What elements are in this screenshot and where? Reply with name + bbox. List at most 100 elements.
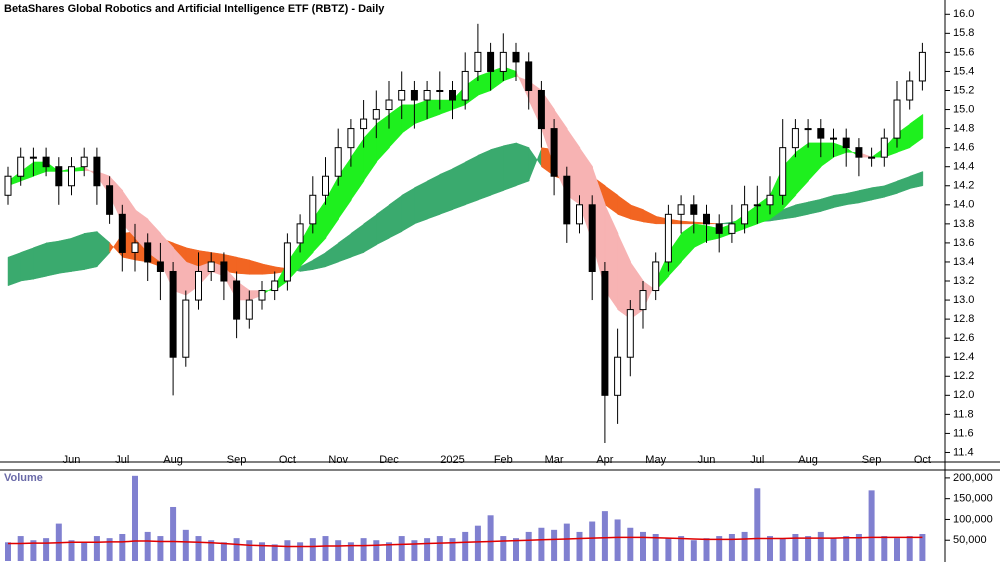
- y-tick-label: 200,000: [953, 472, 993, 484]
- candle-body: [766, 194, 774, 206]
- x-tick-label: Feb: [494, 454, 513, 466]
- candle-body: [436, 89, 444, 92]
- ribbon-segment: [376, 113, 390, 163]
- candle-body: [880, 137, 888, 158]
- ribbon-segment: [312, 199, 327, 254]
- volume-bar: [424, 538, 431, 561]
- candle-body: [271, 280, 279, 292]
- x-tick-label: Oct: [279, 454, 296, 466]
- volume-bar: [589, 521, 596, 561]
- candle-body: [144, 242, 152, 263]
- y-tick-label: 12.4: [953, 351, 974, 363]
- candle-body: [334, 147, 342, 177]
- volume-bar: [513, 538, 519, 561]
- volume-bar: [373, 540, 380, 561]
- y-tick-label: 15.2: [953, 84, 974, 96]
- x-tick-label: Dec: [379, 454, 399, 466]
- volume-bar: [817, 531, 824, 561]
- volume-bar: [360, 538, 367, 561]
- volume-bar: [906, 536, 913, 561]
- candle-body: [652, 261, 660, 292]
- volume-bar: [500, 536, 507, 561]
- candle-body: [156, 261, 164, 272]
- volume-bar: [830, 538, 837, 561]
- volume-bar: [881, 536, 888, 561]
- x-tick-label: Aug: [163, 454, 183, 466]
- volume-bar: [792, 533, 799, 561]
- x-tick-label: Sep: [227, 454, 247, 466]
- y-tick-label: 50,000: [953, 534, 987, 546]
- candle-body: [169, 270, 177, 358]
- candle-body: [830, 137, 837, 140]
- ribbon-segment: [909, 113, 924, 149]
- candle-body: [245, 299, 253, 320]
- y-tick-label: 13.0: [953, 294, 974, 306]
- ribbon-segment: [515, 142, 530, 187]
- volume-bar: [805, 536, 812, 561]
- volume-bar: [68, 540, 75, 561]
- volume-bar: [614, 519, 621, 561]
- volume-bar: [347, 542, 354, 561]
- candle-body: [639, 290, 647, 311]
- candle-body: [80, 156, 88, 168]
- ribbon-segment: [350, 137, 365, 201]
- candle-body: [195, 270, 202, 301]
- y-tick-label: 14.2: [953, 180, 974, 192]
- volume-bar: [462, 531, 469, 561]
- ribbon-segment: [58, 237, 73, 274]
- volume-bar: [767, 536, 773, 561]
- candle-body: [347, 128, 355, 149]
- candle-body: [423, 89, 431, 101]
- ribbon-segment: [33, 242, 47, 280]
- volume-bar: [93, 536, 100, 561]
- ribbon-segment: [134, 209, 149, 254]
- ribbon-segment: [452, 161, 466, 210]
- y-tick-label: 13.6: [953, 237, 974, 249]
- ribbon-segment: [807, 198, 822, 215]
- volume-bar: [220, 542, 227, 561]
- volume-bar: [17, 536, 24, 561]
- y-tick-label: 100,000: [953, 513, 993, 525]
- volume-bar: [538, 527, 545, 561]
- ribbon-segment: [45, 240, 60, 277]
- volume-bar: [601, 511, 608, 561]
- y-tick-label: 12.2: [953, 370, 974, 382]
- candle-body: [614, 356, 622, 396]
- candle-body: [868, 156, 876, 159]
- ribbon-segment: [299, 218, 314, 268]
- volume-bar: [563, 523, 570, 561]
- volume-bar: [322, 536, 329, 561]
- volume-bar: [551, 529, 558, 561]
- volume-bar: [182, 529, 189, 561]
- candle-body: [791, 128, 799, 149]
- volume-bar: [868, 490, 875, 561]
- y-tick-label: 150,000: [953, 493, 993, 505]
- candle-body: [779, 147, 787, 196]
- candle-body: [42, 156, 50, 168]
- volume-bar: [119, 533, 126, 561]
- candle-body: [68, 166, 75, 187]
- volume-bar: [5, 542, 11, 561]
- x-tick-label: Nov: [328, 454, 348, 466]
- candle-body: [677, 204, 685, 215]
- candle-body: [283, 242, 291, 282]
- x-tick-label: Jun: [63, 454, 81, 466]
- candle-body: [626, 309, 634, 358]
- volume-bar: [779, 538, 786, 561]
- y-tick-label: 14.4: [953, 161, 974, 173]
- candle-body: [842, 137, 850, 149]
- candle-body: [576, 204, 583, 225]
- ribbon-segment: [83, 231, 98, 270]
- candle-body: [220, 261, 228, 282]
- y-tick-label: 14.6: [953, 142, 974, 154]
- x-tick-label: Jun: [698, 454, 716, 466]
- volume-bar: [309, 538, 316, 561]
- ribbon-segment: [464, 154, 479, 206]
- candle-body: [601, 270, 609, 396]
- y-tick-label: 13.2: [953, 275, 974, 287]
- candle-body: [664, 213, 672, 263]
- candle-body: [893, 99, 901, 139]
- candle-body: [385, 99, 393, 111]
